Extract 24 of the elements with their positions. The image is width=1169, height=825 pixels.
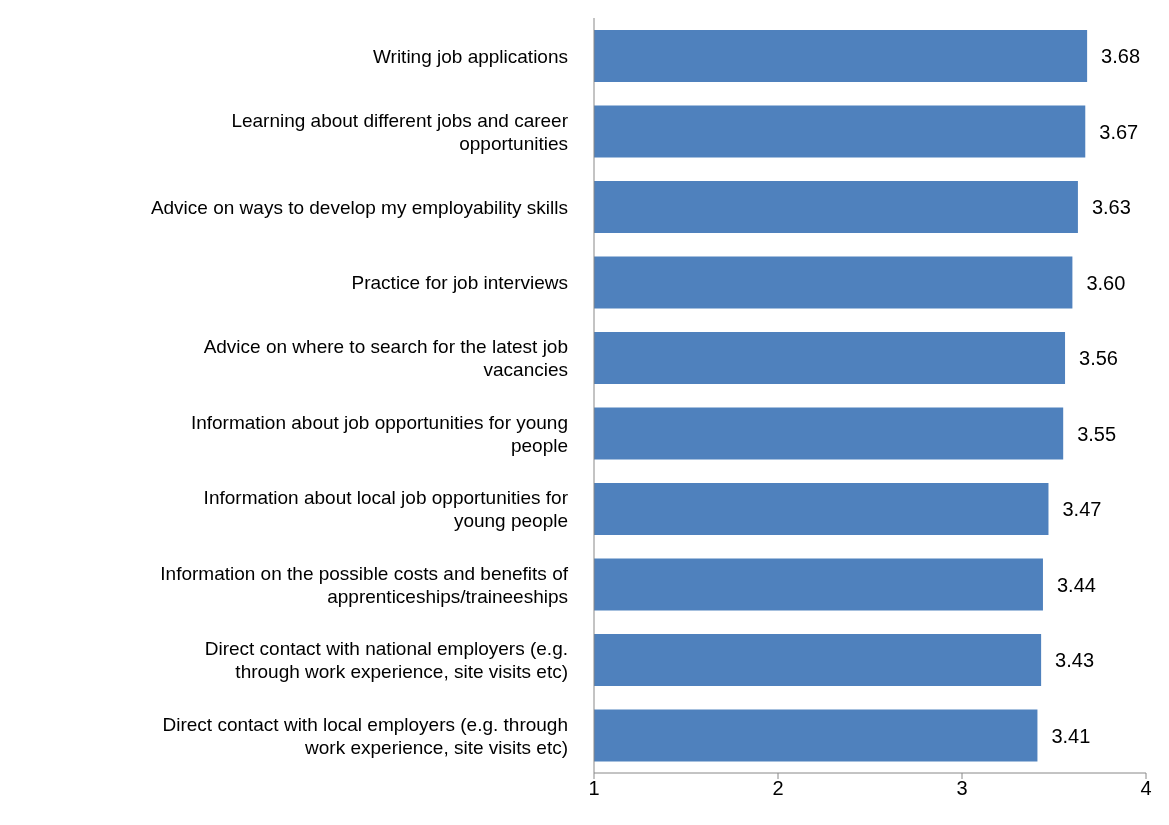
y-tick-label: Learning about different jobs and career opportunities	[231, 109, 569, 154]
x-tick-label: 4	[1140, 777, 1152, 800]
data-label: 3.41	[1051, 724, 1091, 747]
data-label: 3.63	[1091, 196, 1131, 218]
y-tick-label: Advice on where to search for the latest job vacancies	[203, 335, 568, 380]
data-label: 3.44	[1056, 573, 1096, 596]
x-tick-label: 3	[956, 777, 968, 800]
data-label: 3.55	[1077, 422, 1117, 445]
y-tick-label: Practice for job interviews	[351, 271, 568, 293]
data-label: 3.67	[1099, 120, 1139, 143]
data-label: 3.68	[1101, 45, 1141, 67]
y-tick-label: Advice on ways to develop my employability skills	[150, 196, 568, 218]
y-tick-label: Writing job applications	[372, 45, 568, 67]
y-tick-label: Direct contact with national employers (e.g. through work experience, site visits etc)	[204, 637, 568, 682]
y-tick-label: Information on the possible costs and benefits of apprenticeships/traineeships	[160, 562, 569, 607]
x-tick-label: 2	[772, 777, 784, 800]
data-label: 3.56	[1079, 347, 1118, 369]
x-tick-label: 1	[588, 777, 600, 800]
data-label: 3.60	[1086, 271, 1126, 294]
y-tick-label: Information about local job opportunities for young people	[203, 486, 569, 531]
data-label: 3.43	[1055, 649, 1095, 671]
data-label: 3.47	[1062, 498, 1102, 520]
y-tick-label: Direct contact with local employers (e.g. through work experience, site visits etc)	[162, 713, 568, 758]
y-tick-label: Information about job opportunities for young people	[190, 411, 568, 456]
